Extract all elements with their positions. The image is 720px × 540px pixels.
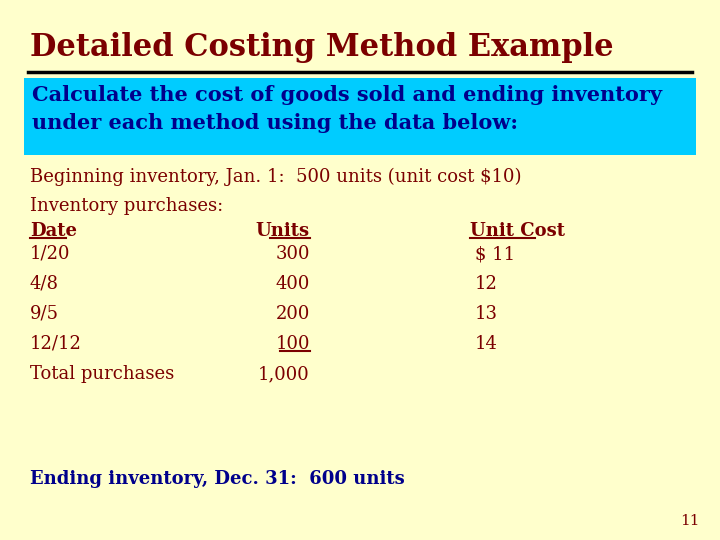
Text: 13: 13 [475,305,498,323]
Text: 9/5: 9/5 [30,305,59,323]
Text: Date: Date [30,222,77,240]
Text: 200: 200 [276,305,310,323]
Text: 1/20: 1/20 [30,245,71,263]
Text: Unit Cost: Unit Cost [470,222,565,240]
Text: 11: 11 [680,514,700,528]
Text: Total purchases: Total purchases [30,365,174,383]
Text: Inventory purchases:: Inventory purchases: [30,197,223,215]
Text: 100: 100 [276,335,310,353]
Text: 12: 12 [475,275,498,293]
Text: Ending inventory, Dec. 31:  600 units: Ending inventory, Dec. 31: 600 units [30,470,405,488]
Text: $ 11: $ 11 [475,245,515,263]
Text: Units: Units [256,222,310,240]
Text: Beginning inventory, Jan. 1:  500 units (unit cost $10): Beginning inventory, Jan. 1: 500 units (… [30,168,521,186]
Text: Calculate the cost of goods sold and ending inventory: Calculate the cost of goods sold and end… [32,85,662,105]
Text: 12/12: 12/12 [30,335,82,353]
Text: 14: 14 [475,335,498,353]
Text: 4/8: 4/8 [30,275,59,293]
Bar [24,78,696,155]
Text: 400: 400 [276,275,310,293]
Text: 300: 300 [276,245,310,263]
Text: Detailed Costing Method Example: Detailed Costing Method Example [30,32,613,63]
Text: under each method using the data below:: under each method using the data below: [32,113,518,133]
Text: 1,000: 1,000 [258,365,310,383]
